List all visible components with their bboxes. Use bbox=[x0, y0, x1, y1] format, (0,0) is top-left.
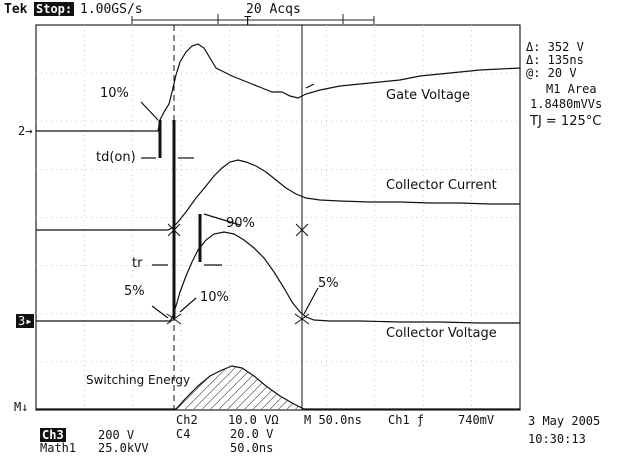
ch4-label: C4 bbox=[176, 427, 191, 441]
switching-energy-area bbox=[36, 365, 520, 410]
capture-time: 10:30:13 bbox=[528, 432, 586, 446]
cursor-delta-time: Δ: 135ns bbox=[526, 53, 584, 67]
gate-voltage-trace bbox=[36, 43, 521, 132]
gate-voltage-label: Gate Voltage bbox=[386, 88, 471, 103]
math-ground-marker[interactable]: M↓ bbox=[14, 400, 29, 414]
channel-3-ground-marker[interactable]: 3▸ bbox=[16, 314, 35, 328]
ch2-label: Ch2 bbox=[176, 413, 198, 427]
annotation-lines bbox=[140, 83, 319, 319]
brand-label: Tek bbox=[4, 2, 28, 17]
switching-energy-label: Switching Energy bbox=[86, 373, 191, 387]
annotation-td-on: td(on) bbox=[96, 150, 136, 165]
annotation-tr: tr bbox=[132, 256, 143, 271]
measurement-label: M1 Area bbox=[546, 82, 597, 96]
ch4-scale: 20.0 V bbox=[230, 427, 274, 441]
cursor-cross-markers bbox=[166, 223, 310, 325]
graticule-frame bbox=[35, 24, 521, 411]
ch3-scale: 200 V bbox=[98, 428, 135, 442]
sample-rate: 1.00GS/s bbox=[80, 2, 143, 17]
junction-temperature-label: TJ = 125°C bbox=[530, 114, 602, 129]
math1-label: Math1 bbox=[40, 441, 77, 455]
collector-voltage-label: Collector Voltage bbox=[386, 326, 497, 341]
acquisition-count: 20 Acqs bbox=[246, 2, 301, 17]
annotation-5-percent-right: 5% bbox=[318, 276, 339, 291]
math1-time: 50.0ns bbox=[230, 441, 274, 455]
trigger-source: Ch1 ƒ bbox=[388, 413, 425, 427]
capture-date: 3 May 2005 bbox=[528, 414, 601, 428]
annotation-10-percent-bottom: 10% bbox=[200, 290, 229, 305]
timebase: M 50.0ns bbox=[304, 413, 362, 427]
ch2-scale: 10.0 VΩ bbox=[228, 413, 279, 427]
measurement-value: 1.8480mVVs bbox=[530, 97, 603, 111]
acquisition-state-badge: Stop: bbox=[34, 2, 75, 16]
cursor-at-voltage: @: 20 V bbox=[526, 66, 577, 80]
channel-2-ground-marker[interactable]: 2→ bbox=[18, 124, 33, 138]
collector-voltage-trace bbox=[36, 231, 520, 324]
ch3-badge: Ch3 bbox=[40, 428, 66, 442]
trigger-level: 740mV bbox=[458, 413, 495, 427]
annotation-90-percent: 90% bbox=[226, 216, 255, 231]
record-window-bar bbox=[131, 14, 375, 24]
collector-current-label: Collector Current bbox=[386, 178, 497, 193]
collector-current-trace bbox=[36, 159, 520, 231]
math1-scale: 25.0kVV bbox=[98, 441, 149, 455]
graticule-grid bbox=[36, 25, 520, 410]
cursor-delta-voltage: Δ: 352 V bbox=[526, 40, 584, 54]
annotation-10-percent-gate: 10% bbox=[100, 86, 129, 101]
trigger-position-marker: T bbox=[244, 14, 252, 28]
annotation-5-percent-left: 5% bbox=[124, 284, 145, 299]
